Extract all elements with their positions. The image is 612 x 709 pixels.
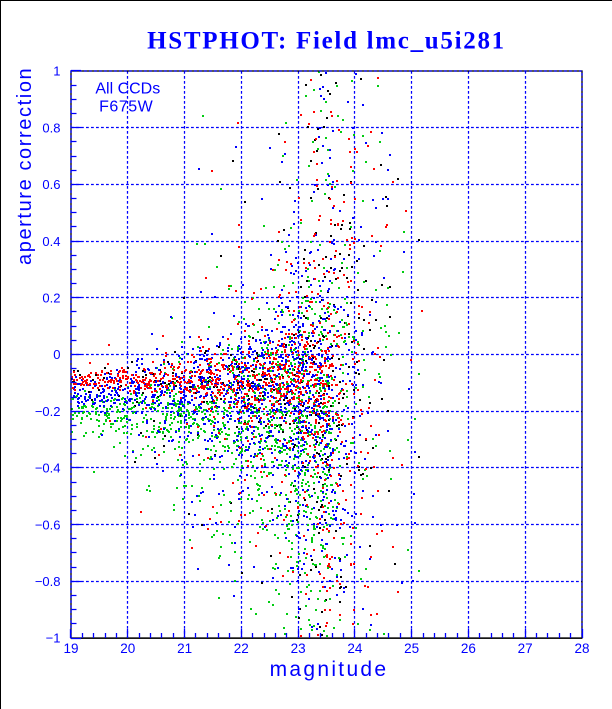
svg-text:All CCDs: All CCDs [95,81,160,98]
svg-text:−0.8: −0.8 [35,574,61,589]
svg-text:0.4: 0.4 [42,234,60,249]
svg-text:25: 25 [404,641,419,656]
svg-text:23: 23 [291,641,306,656]
svg-text:F675W: F675W [99,99,153,116]
svg-text:20: 20 [120,641,135,656]
svg-text:24: 24 [347,641,363,656]
svg-text:−0.2: −0.2 [35,404,61,419]
svg-text:aperture correction: aperture correction [14,67,36,265]
svg-text:26: 26 [461,641,476,656]
svg-text:0.2: 0.2 [42,291,60,306]
svg-text:27: 27 [518,641,533,656]
svg-text:magnitude: magnitude [270,658,389,681]
svg-text:0.6: 0.6 [42,177,60,192]
svg-text:−1: −1 [46,631,61,646]
svg-text:−0.6: −0.6 [35,517,61,532]
svg-text:1: 1 [53,64,60,79]
svg-text:−0.4: −0.4 [35,461,61,476]
svg-text:28: 28 [574,641,589,656]
svg-text:22: 22 [234,641,249,656]
svg-text:0.8: 0.8 [42,120,60,135]
svg-text:21: 21 [177,641,192,656]
svg-text:HSTPHOT: Field lmc_u5i281: HSTPHOT: Field lmc_u5i281 [147,27,506,54]
svg-text:0: 0 [53,347,60,362]
svg-text:19: 19 [63,641,78,656]
